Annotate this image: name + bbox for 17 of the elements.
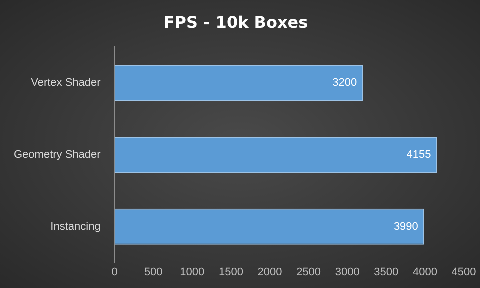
- x-tick-label: 2500: [296, 266, 322, 278]
- y-tick-label: Instancing: [50, 220, 101, 233]
- y-tick-label: Vertex Shader: [31, 77, 102, 90]
- x-tick-label: 500: [144, 266, 163, 278]
- x-tick-label: 2000: [258, 266, 282, 278]
- x-tick-label: 4000: [412, 266, 438, 278]
- x-tick-label: 1000: [180, 266, 205, 278]
- x-tick-label: 3000: [335, 266, 360, 278]
- data-label: 4155: [406, 149, 432, 162]
- x-tick-label: 0: [112, 266, 118, 278]
- y-tick-label: Geometry Shader: [14, 149, 102, 162]
- data-label: 3990: [394, 220, 418, 233]
- chart-title: FPS - 10k Boxes: [164, 12, 308, 32]
- x-tick-label: 1500: [218, 266, 244, 278]
- x-tick-label: 4500: [452, 266, 476, 278]
- x-tick-label: 3500: [374, 266, 399, 278]
- data-label: 3200: [332, 77, 358, 90]
